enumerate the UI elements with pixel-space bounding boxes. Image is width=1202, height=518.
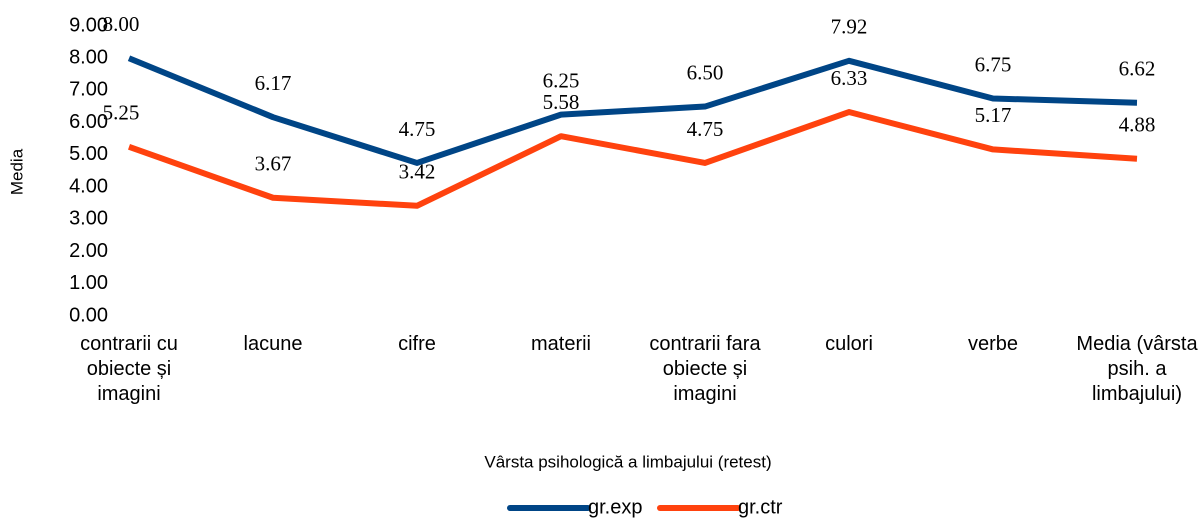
y-tick-label: 1.00 bbox=[69, 272, 108, 294]
value-label: 6.62 bbox=[1119, 57, 1156, 81]
value-label: 6.50 bbox=[687, 60, 724, 84]
value-label: 4.75 bbox=[687, 117, 724, 141]
y-tick-label: 8.00 bbox=[69, 47, 108, 69]
x-tick-label: lacune bbox=[243, 333, 303, 355]
series-line bbox=[128, 109, 1138, 209]
x-tick-label: cifre bbox=[398, 333, 436, 355]
value-label: 6.33 bbox=[831, 66, 868, 90]
x-tick-label: contrarii cu obiecte și imagini bbox=[80, 333, 178, 405]
value-label: 6.17 bbox=[255, 71, 292, 95]
value-label: 6.25 bbox=[543, 68, 580, 92]
value-label: 4.75 bbox=[399, 117, 436, 141]
y-tick-label: 9.00 bbox=[69, 14, 108, 36]
value-label: 3.67 bbox=[255, 152, 292, 176]
x-axis-title: Vârsta psihologică a limbajului (retest) bbox=[484, 452, 771, 471]
legend-label: gr.exp bbox=[588, 496, 642, 518]
y-tick-label: 4.00 bbox=[69, 175, 108, 197]
series-line bbox=[127, 55, 1138, 166]
y-tick-label: 5.00 bbox=[69, 143, 108, 165]
legend-label: gr.ctr bbox=[738, 496, 783, 518]
x-tick-label: contrarii fara obiecte și imagini bbox=[649, 333, 761, 405]
y-tick-label: 7.00 bbox=[69, 79, 108, 101]
value-label: 8.00 bbox=[103, 12, 140, 36]
y-tick-label: 0.00 bbox=[69, 304, 108, 326]
x-tick-label: materii bbox=[530, 333, 591, 355]
value-label: 3.42 bbox=[399, 160, 436, 184]
y-axis-title: Media bbox=[7, 148, 26, 195]
x-tick-label: Media (vârsta psih. a limbajului) bbox=[1076, 333, 1198, 405]
value-label: 5.58 bbox=[543, 90, 580, 114]
x-tick-label: verbe bbox=[967, 333, 1019, 355]
value-label: 5.25 bbox=[103, 101, 140, 125]
value-label: 7.92 bbox=[831, 15, 868, 39]
y-tick-label: 3.00 bbox=[69, 208, 108, 230]
value-label: 6.75 bbox=[975, 52, 1012, 76]
y-tick-label: 6.00 bbox=[69, 111, 108, 133]
y-tick-label: 2.00 bbox=[69, 240, 108, 262]
value-label: 5.17 bbox=[975, 103, 1012, 127]
x-tick-label: culori bbox=[825, 333, 873, 355]
value-label: 4.88 bbox=[1119, 113, 1156, 137]
